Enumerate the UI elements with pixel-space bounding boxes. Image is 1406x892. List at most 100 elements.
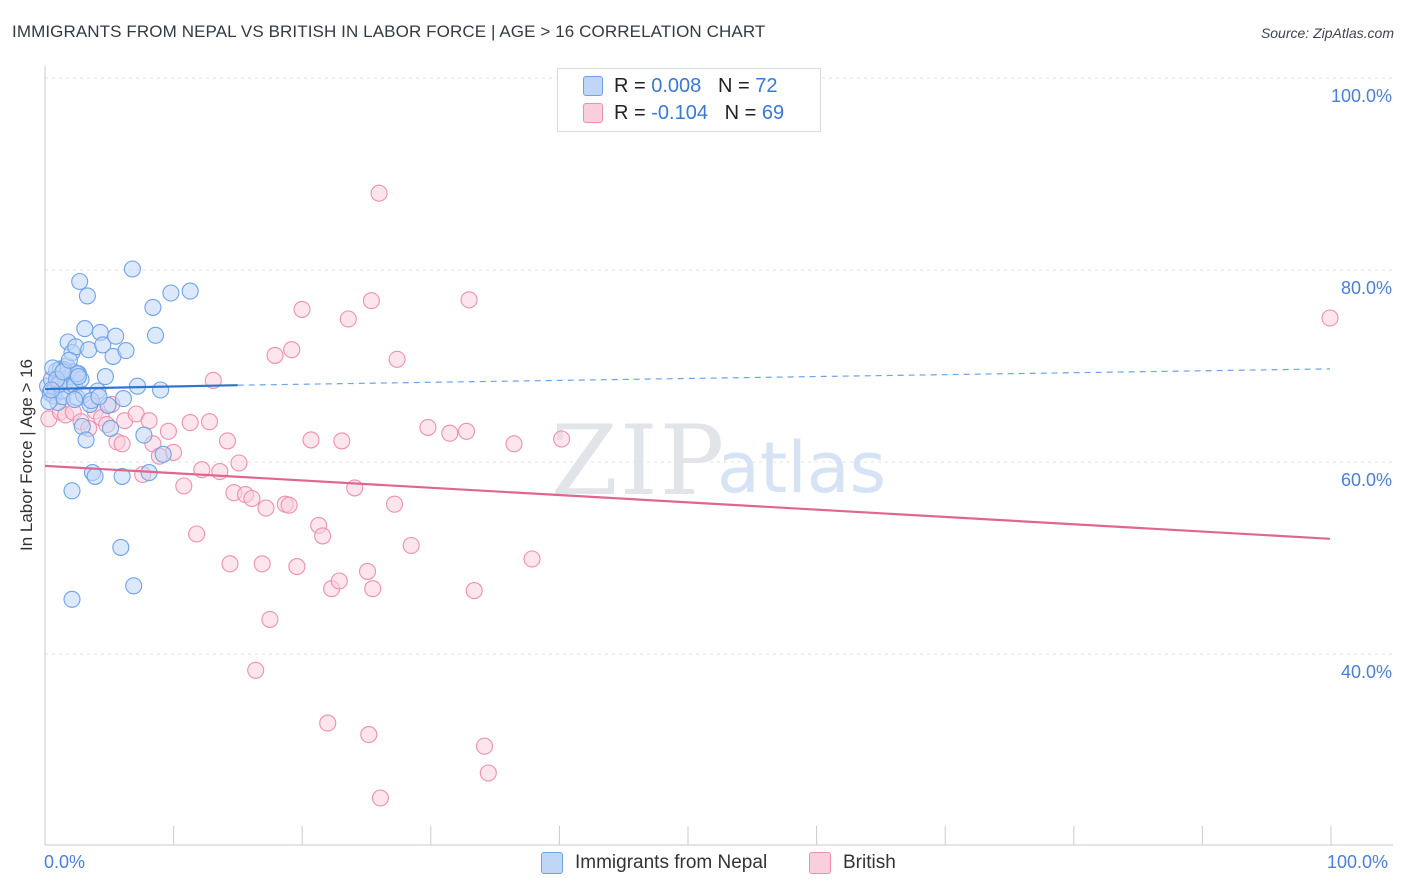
legend-row-british: R = -0.104 N = 69 bbox=[583, 100, 785, 126]
nepal-point bbox=[114, 390, 132, 408]
series-swatch-british bbox=[809, 852, 831, 874]
british-point bbox=[360, 726, 378, 744]
british-point bbox=[371, 789, 389, 807]
series-legend-british[interactable]: British bbox=[809, 852, 896, 874]
nepal-point bbox=[113, 467, 131, 485]
nepal-point bbox=[76, 320, 94, 338]
british-point bbox=[358, 562, 377, 580]
nepal-point bbox=[96, 368, 114, 386]
legend-n-label: N = bbox=[724, 101, 762, 124]
y-tick-label: 40.0% bbox=[1340, 662, 1392, 682]
british-point bbox=[266, 346, 284, 364]
y-tick-label: 100.0% bbox=[1330, 86, 1392, 106]
british-point bbox=[140, 412, 158, 430]
british-point bbox=[188, 525, 206, 543]
trend-lines bbox=[44, 368, 1331, 540]
x-tick-label-min: 0.0% bbox=[44, 852, 86, 872]
series-swatch-nepal bbox=[541, 852, 563, 874]
british-point bbox=[364, 580, 382, 598]
nepal-point bbox=[63, 482, 81, 500]
nepal-point bbox=[94, 336, 112, 354]
british-point bbox=[402, 536, 420, 555]
source-label: Source: ZipAtlas.com bbox=[1260, 25, 1394, 41]
british-point bbox=[388, 350, 406, 368]
british-point bbox=[505, 435, 523, 453]
british-trend-line bbox=[44, 464, 1331, 540]
nepal-point bbox=[78, 287, 96, 305]
british-point bbox=[293, 300, 311, 318]
british-point bbox=[523, 550, 541, 568]
british-point bbox=[211, 463, 229, 481]
chart-title: IMMIGRANTS FROM NEPAL VS BRITISH IN LABO… bbox=[12, 22, 766, 41]
nepal-point bbox=[144, 298, 162, 316]
nepal-point bbox=[135, 426, 153, 444]
british-point bbox=[288, 558, 306, 576]
british-point bbox=[283, 341, 301, 359]
british-point bbox=[261, 610, 279, 628]
british-point bbox=[247, 661, 265, 679]
british-point bbox=[479, 764, 497, 782]
british-point bbox=[362, 292, 380, 310]
legend-swatch-nepal bbox=[583, 76, 603, 96]
british-point bbox=[221, 555, 239, 573]
y-tick-label: 60.0% bbox=[1340, 470, 1392, 490]
british-point bbox=[475, 737, 494, 755]
british-point bbox=[330, 572, 348, 590]
legend-n-value-british: 69 bbox=[761, 101, 785, 124]
legend-r-value-nepal: 0.008 bbox=[651, 74, 702, 97]
nepal-point bbox=[66, 391, 84, 409]
x-tick-label-max: 100.0% bbox=[1327, 852, 1389, 872]
british-point bbox=[314, 527, 332, 545]
british-point bbox=[457, 422, 476, 440]
british-point bbox=[218, 432, 237, 450]
british-point bbox=[175, 477, 193, 495]
british-point bbox=[385, 495, 404, 513]
nepal-point bbox=[77, 431, 95, 449]
nepal-point bbox=[146, 326, 165, 344]
nepal-point bbox=[101, 419, 120, 437]
stats-legend: R = 0.008 N = 72 R = -0.104 N = 69 bbox=[557, 68, 821, 132]
y-axis-label: In Labor Force | Age > 16 bbox=[17, 358, 36, 552]
british-point bbox=[113, 435, 131, 453]
legend-r-label: R = bbox=[614, 101, 652, 124]
series-legend-nepal[interactable]: Immigrants from Nepal bbox=[541, 852, 767, 874]
british-point bbox=[200, 413, 219, 431]
british-point bbox=[370, 184, 388, 202]
british-point bbox=[339, 310, 357, 328]
legend-n-value-nepal: 72 bbox=[755, 74, 778, 97]
british-point bbox=[553, 430, 571, 448]
nepal-point bbox=[181, 282, 199, 300]
legend-r-value-british: -0.104 bbox=[651, 101, 708, 124]
watermark-atlas: atlas bbox=[717, 427, 886, 509]
british-point bbox=[181, 414, 199, 432]
british-point bbox=[243, 489, 261, 508]
nepal-point bbox=[60, 351, 78, 369]
british-point bbox=[460, 291, 478, 309]
british-point bbox=[280, 496, 298, 514]
nepal-trend-line bbox=[44, 384, 238, 391]
nepal-point bbox=[90, 388, 108, 406]
british-point bbox=[253, 555, 271, 573]
british-point bbox=[159, 422, 177, 440]
legend-n-label: N = bbox=[717, 74, 756, 97]
watermark-zip: ZIP bbox=[551, 405, 726, 517]
nepal-point bbox=[107, 327, 125, 345]
british-point bbox=[302, 431, 320, 449]
series-label-nepal: Immigrants from Nepal bbox=[575, 852, 768, 873]
nepal-point bbox=[152, 381, 170, 399]
nepal-point bbox=[117, 342, 135, 360]
watermark: ZIP atlas bbox=[551, 405, 886, 517]
british-point bbox=[465, 582, 483, 600]
british-point bbox=[204, 371, 222, 389]
nepal-point bbox=[69, 368, 87, 386]
nepal-point bbox=[63, 590, 81, 608]
nepal-points bbox=[39, 260, 199, 608]
british-point bbox=[257, 499, 275, 517]
nepal-point bbox=[123, 260, 141, 278]
axes bbox=[44, 66, 1393, 846]
nepal-point bbox=[154, 445, 172, 463]
british-point bbox=[230, 454, 248, 472]
british-point bbox=[441, 424, 459, 442]
british-point bbox=[319, 714, 337, 732]
